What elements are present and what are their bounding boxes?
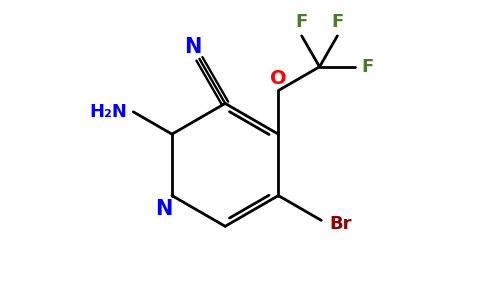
Text: O: O	[270, 69, 287, 88]
Text: N: N	[155, 200, 173, 219]
Text: Br: Br	[329, 215, 352, 233]
Text: F: F	[361, 58, 373, 76]
Text: H₂N: H₂N	[90, 103, 127, 121]
Text: F: F	[331, 13, 344, 31]
Text: F: F	[296, 13, 308, 31]
Text: N: N	[184, 37, 201, 57]
